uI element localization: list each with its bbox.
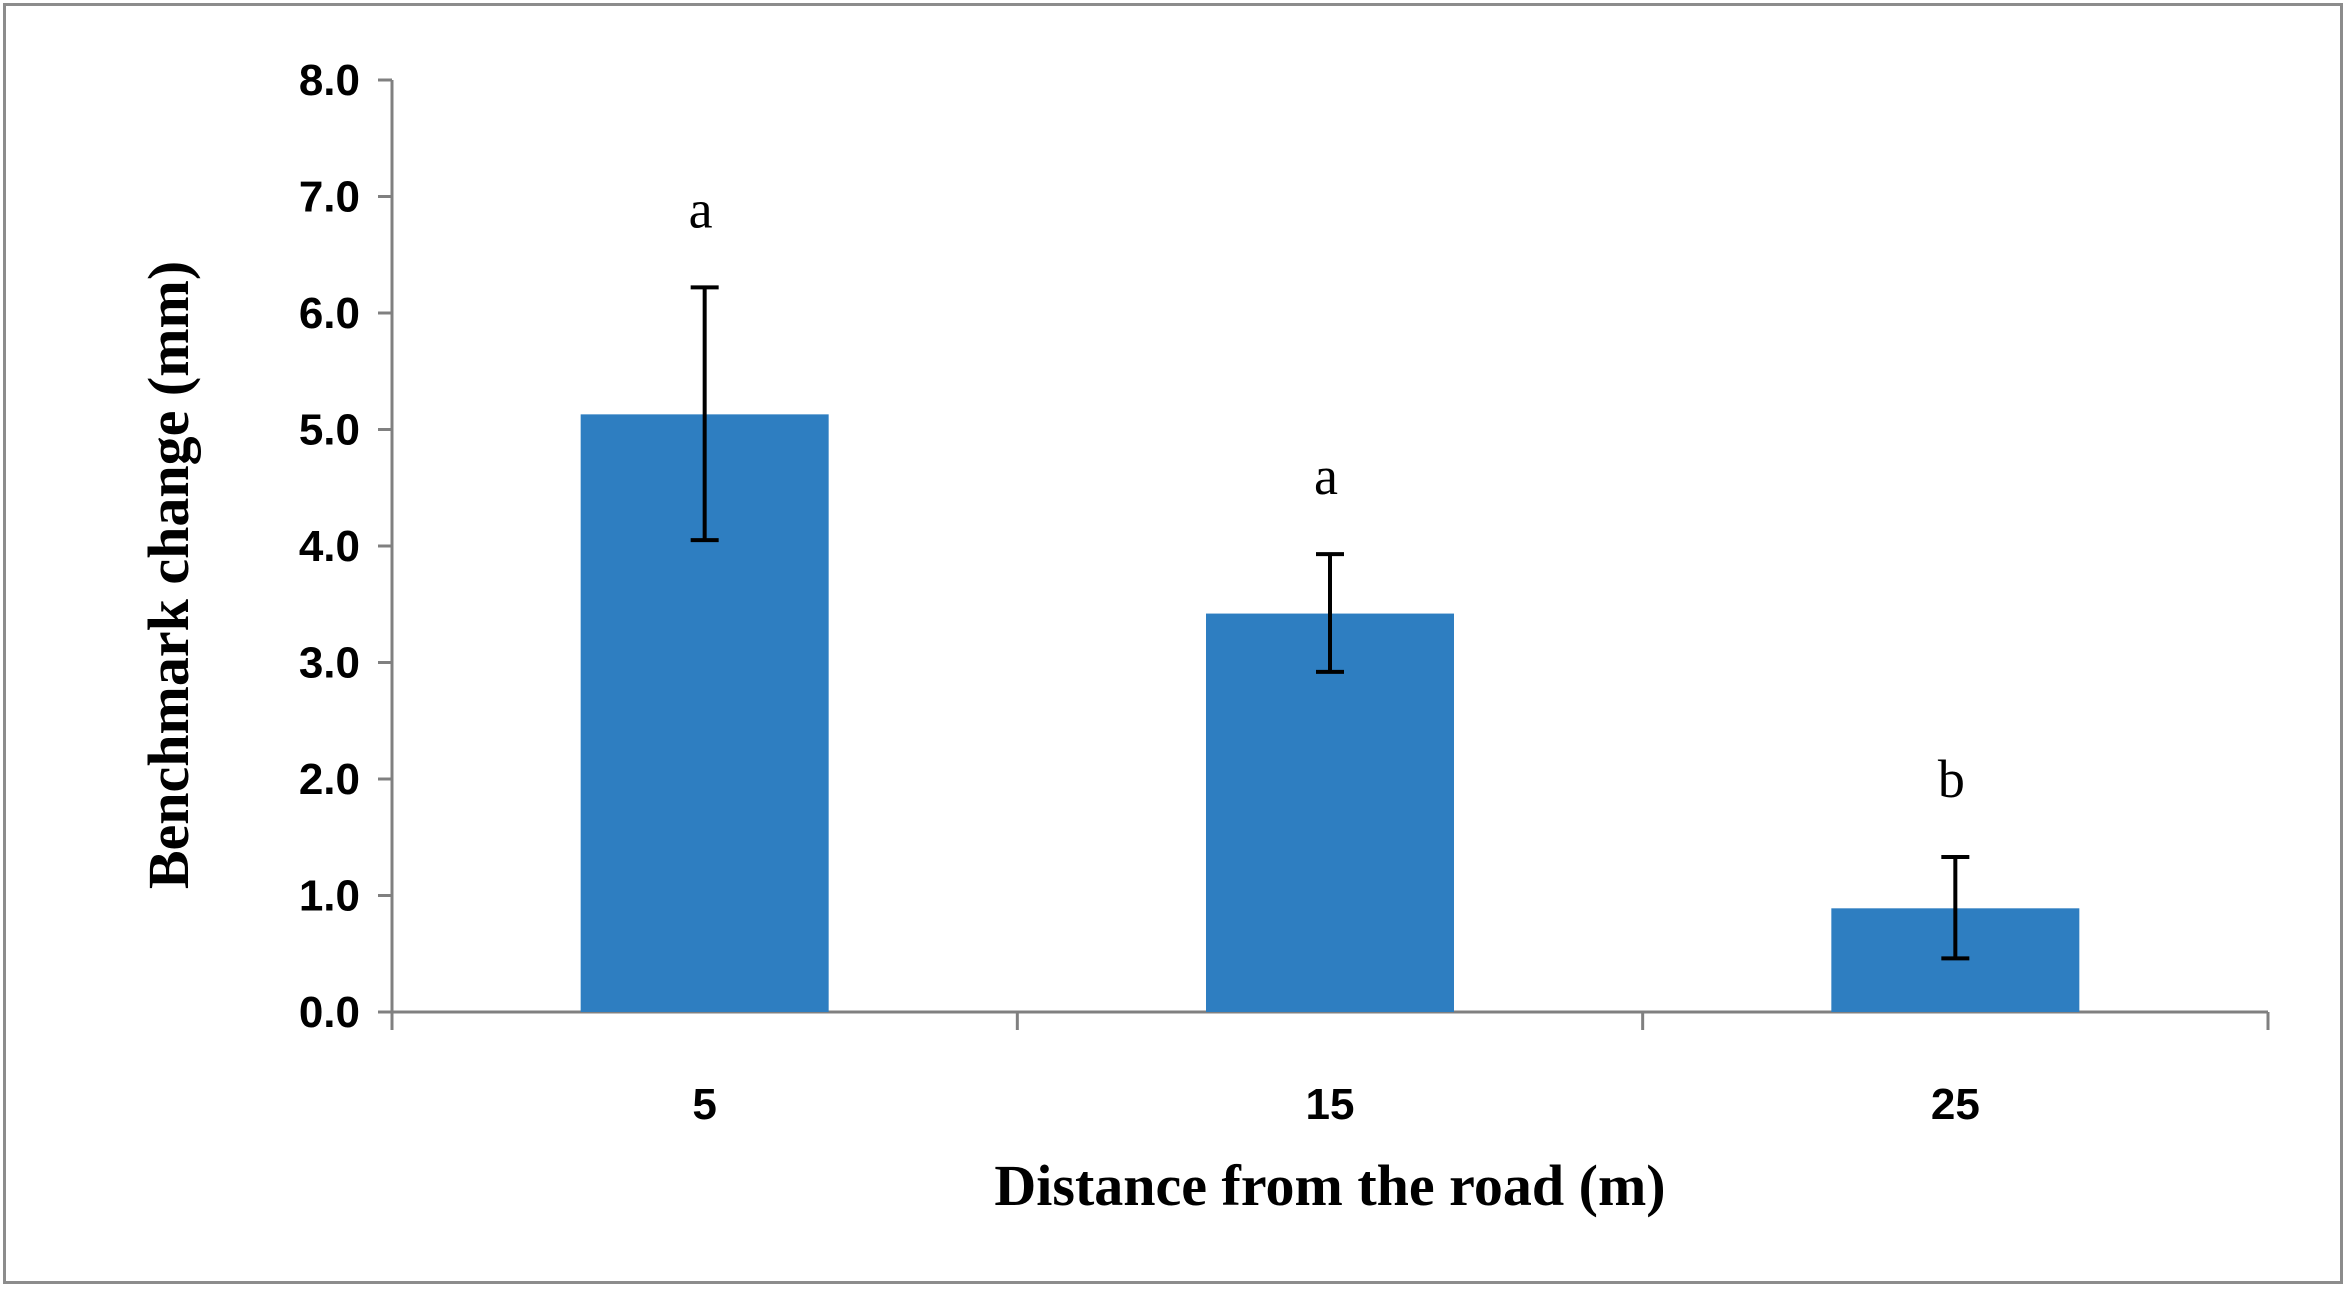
- x-axis-title: Distance from the road (m): [994, 1153, 1665, 1218]
- y-tick-label: 3.0: [299, 639, 360, 688]
- significance-letter: b: [1938, 749, 1965, 809]
- y-tick-label: 8.0: [299, 56, 360, 105]
- y-tick-label: 0.0: [299, 988, 360, 1037]
- x-tick-label: 5: [692, 1080, 716, 1129]
- significance-letter: a: [1314, 446, 1338, 506]
- x-tick-label: 25: [1931, 1080, 1980, 1129]
- significance-letter: a: [689, 179, 713, 239]
- y-tick-label: 4.0: [299, 522, 360, 571]
- error-bars: [690, 285, 1970, 961]
- significance-letters: a a b: [689, 179, 1965, 809]
- y-tick-label: 2.0: [299, 755, 360, 804]
- y-tick-label: 6.0: [299, 289, 360, 338]
- bar: [1206, 613, 1454, 1012]
- x-tick-label: 15: [1306, 1080, 1355, 1129]
- y-axis-title: Benchmark change (mm): [136, 261, 201, 889]
- y-tick-label: 7.0: [299, 173, 360, 222]
- y-tick-label: 1.0: [299, 872, 360, 921]
- axis-labels: 5 15 25: [692, 1080, 1979, 1129]
- y-tick-label: 5.0: [299, 406, 360, 455]
